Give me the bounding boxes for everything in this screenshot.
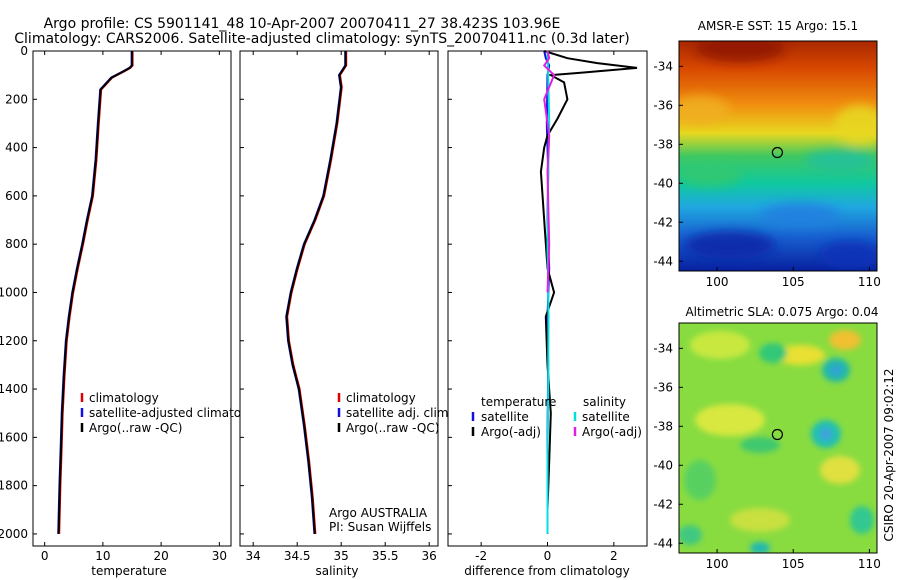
- map-x-tick-label: 100: [706, 275, 729, 289]
- map-y-tick-label: -36: [653, 98, 673, 112]
- legend-label: satellite: [481, 410, 529, 424]
- salinity-profile-lines: [285, 51, 348, 534]
- temperature-profile-lines: [57, 51, 134, 534]
- legend-label: Argo(..raw -QC): [89, 421, 182, 435]
- x-tick-label: 20: [153, 549, 168, 563]
- depth-tick-label: 1400: [0, 382, 28, 396]
- depth-tick-label: 0: [20, 44, 28, 58]
- difference-panel: -2 0 2 temperaturesatelliteArgo(-adj)salin…: [447, 50, 648, 578]
- series-line-3: [542, 50, 556, 293]
- sst-map-panel: AMSR-E SST: 15 Argo: 15.1 100 105 110 -34 -3…: [653, 19, 880, 289]
- argo-program-label: Argo AUSTRALIA: [329, 506, 428, 520]
- map-x-tick-label: 110: [858, 275, 881, 289]
- legend-label: salinity: [583, 395, 626, 409]
- map-y-tick-label: -42: [653, 215, 673, 229]
- x-tick-label: 0: [544, 549, 552, 563]
- depth-tick-label: 400: [5, 141, 28, 155]
- figure-title-line1: Argo profile: CS 5901141_48 10-Apr-2007 …: [44, 16, 561, 32]
- map-x-tick-label: 105: [782, 275, 805, 289]
- depth-tick-label: 600: [5, 189, 28, 203]
- depth-tick-label: 1000: [0, 285, 28, 299]
- sst-heatmap: [679, 41, 877, 271]
- x-tick-label: 2: [610, 549, 618, 563]
- pi-name-label: PI: Susan Wijffels: [329, 520, 431, 534]
- sst-map-title: AMSR-E SST: 15 Argo: 15.1: [698, 19, 858, 33]
- salinity-xlabel: salinity: [315, 564, 358, 578]
- map-y-tick-label: -34: [653, 59, 673, 73]
- legend-label: Argo(..raw -QC): [346, 421, 439, 435]
- x-tick-label: 34.5: [284, 549, 311, 563]
- map-y-tick-label: -42: [653, 497, 673, 511]
- map-x-tick-label: 100: [706, 557, 729, 571]
- temperature-tick-labels: 0 10 20 30: [33, 50, 227, 563]
- depth-tick-label: 1600: [0, 430, 28, 444]
- temperature-panel: 0 200 400 600 800 1000 1200 1400 1600 1800 2000 0 1…: [0, 44, 267, 578]
- sla-map-panel: Altimetric SLA: 0.075 Argo: 0.04: [653, 305, 880, 571]
- difference-profile-lines: [539, 50, 638, 534]
- legend-label: Argo(-adj): [582, 425, 642, 439]
- legend-label: Argo(-adj): [481, 425, 541, 439]
- sst-map-ticks: 100 105 110 -34 -36 -38 -40 -42 -44: [653, 59, 880, 289]
- map-y-tick-label: -36: [653, 380, 673, 394]
- argo-location-marker-sla: [771, 428, 784, 441]
- salinity-plot-frame: [239, 50, 439, 547]
- map-y-tick-label: -40: [653, 176, 673, 190]
- map-x-tick-label: 110: [858, 557, 881, 571]
- series-line-2: [57, 51, 133, 534]
- argo-location-marker-sst: [771, 146, 784, 159]
- legend-label: climatology: [89, 391, 159, 405]
- sla-map-ticks: 100 105 110 -34 -36 -38 -40 -42 -44: [653, 341, 880, 571]
- depth-tick-labels: 0 200 400 600 800 1000 1200 1400 1600 1800 2000: [0, 44, 28, 541]
- depth-tick-label: 200: [5, 92, 28, 106]
- legend-label: temperature: [481, 395, 556, 409]
- legend-label: satellite-adjusted climatology: [89, 406, 267, 420]
- series-line-2: [285, 51, 347, 534]
- temperature-plot-frame: [32, 50, 232, 547]
- map-y-tick-label: -44: [653, 254, 673, 268]
- map-y-tick-label: -40: [653, 458, 673, 472]
- x-tick-label: 35: [334, 549, 349, 563]
- map-x-tick-label: 105: [782, 557, 805, 571]
- x-tick-label: 10: [95, 549, 110, 563]
- difference-xlabel: difference from climatology: [464, 564, 630, 578]
- temperature-xlabel: temperature: [91, 564, 166, 578]
- difference-legend: temperaturesatelliteArgo(-adj)salinitysa…: [471, 395, 642, 439]
- salinity-tick-labels: 34 34.5 35 35.5 36: [240, 50, 437, 563]
- legend-label: satellite: [582, 410, 630, 424]
- x-tick-label: 30: [212, 549, 227, 563]
- x-tick-label: 0: [41, 549, 49, 563]
- series-line-1: [539, 50, 638, 534]
- x-tick-label: 34: [246, 549, 261, 563]
- map-y-tick-label: -38: [653, 137, 673, 151]
- x-tick-label: 36: [422, 549, 437, 563]
- legend-label: satellite adj. clim.: [346, 406, 452, 420]
- x-tick-label: -2: [475, 549, 487, 563]
- depth-tick-label: 1800: [0, 479, 28, 493]
- depth-tick-label: 1200: [0, 334, 28, 348]
- credit-timestamp: CSIRO 20-Apr-2007 09:02:12: [882, 368, 896, 541]
- sla-heatmap: [679, 323, 877, 553]
- map-y-tick-label: -44: [653, 536, 673, 550]
- map-y-tick-label: -34: [653, 341, 673, 355]
- depth-tick-label: 800: [5, 237, 28, 251]
- x-tick-label: 35.5: [372, 549, 399, 563]
- sla-map-title: Altimetric SLA: 0.075 Argo: 0.04: [685, 305, 878, 319]
- figure-title-line2: Climatology: CARS2006. Satellite-adjuste…: [14, 31, 629, 47]
- legend-label: climatology: [346, 391, 416, 405]
- map-y-tick-label: -38: [653, 419, 673, 433]
- depth-tick-label: 2000: [0, 527, 28, 541]
